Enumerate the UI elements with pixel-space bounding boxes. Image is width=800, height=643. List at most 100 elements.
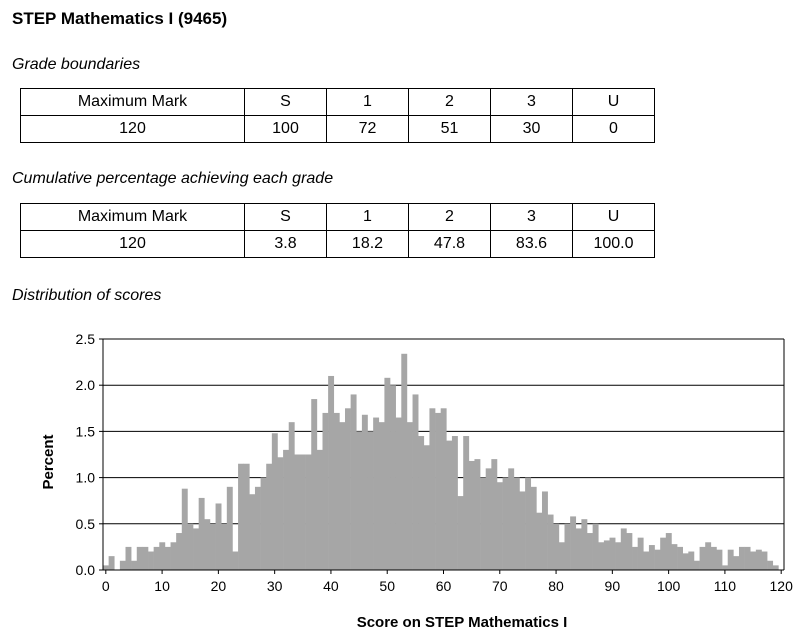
histogram-bar — [339, 422, 346, 570]
table-cell: 120 — [20, 230, 245, 258]
x-tick-label: 120 — [770, 578, 794, 594]
histogram-bar — [221, 523, 228, 570]
table-row: 120 3.8 18.2 47.8 83.6 100.0 — [20, 230, 655, 258]
histogram-bar — [390, 385, 396, 570]
histogram-bar — [660, 537, 667, 570]
histogram-bar — [277, 457, 284, 570]
header-cell: U — [572, 88, 655, 116]
histogram-bar — [243, 463, 250, 570]
histogram-bar — [209, 523, 216, 570]
histogram-bar — [474, 459, 481, 570]
chart-axes — [99, 338, 784, 574]
histogram-bar — [238, 463, 245, 570]
histogram-bar — [626, 533, 633, 570]
histogram-bar — [136, 546, 143, 570]
x-tick-labels: 0 10 20 30 40 50 60 70 80 90 100 110 120 — [102, 578, 793, 594]
histogram-bar — [232, 551, 239, 570]
histogram-bar — [682, 553, 689, 570]
histogram-bar — [164, 546, 171, 570]
histogram-bar — [508, 468, 515, 570]
y-tick-label: 1.5 — [76, 423, 96, 439]
header-cell: 1 — [326, 203, 409, 231]
histogram-bar — [446, 440, 453, 570]
histogram-bar — [733, 556, 740, 570]
histogram-bar — [677, 546, 683, 570]
table-cell: 100 — [244, 115, 327, 143]
histogram-bar — [530, 486, 537, 570]
table-cell: 30 — [490, 115, 573, 143]
grade-boundaries-heading: Grade boundaries — [12, 56, 141, 73]
histogram-bar — [153, 546, 160, 570]
histogram-bar — [249, 494, 256, 570]
header-cell: S — [244, 88, 327, 116]
y-tick-label: 0.0 — [76, 562, 96, 578]
histogram-bar — [328, 375, 335, 570]
histogram-bar — [288, 422, 295, 570]
histogram-bar — [299, 454, 306, 570]
table-cell: 72 — [326, 115, 409, 143]
histogram-bar — [367, 431, 374, 570]
histogram-bar — [502, 477, 509, 570]
histogram-bar — [491, 459, 498, 570]
histogram-bar — [305, 454, 312, 570]
histogram-bar — [356, 431, 363, 570]
histogram-bar — [451, 436, 458, 570]
histogram-bar — [254, 486, 261, 570]
histogram-bar — [513, 477, 520, 570]
histogram-bar — [710, 546, 717, 570]
histogram-bar — [587, 533, 593, 570]
grade-boundaries-table: Maximum Mark S 1 2 3 U 120 100 72 51 30 … — [20, 88, 655, 143]
header-cell: U — [572, 203, 655, 231]
histogram-bar — [181, 488, 188, 570]
histogram-bar — [204, 519, 211, 570]
histogram-bar — [226, 486, 233, 570]
histogram-bar — [575, 528, 582, 570]
table-cell: 100.0 — [572, 230, 655, 258]
histogram-bar — [378, 422, 385, 570]
table-row: 120 100 72 51 30 0 — [20, 115, 655, 143]
histogram-bar — [480, 477, 487, 570]
histogram-bar — [755, 549, 762, 570]
histogram-bar — [266, 463, 273, 570]
x-tick-label: 70 — [492, 578, 508, 594]
cumulative-table: Maximum Mark S 1 2 3 U 120 3.8 18.2 47.8… — [20, 203, 655, 258]
histogram-bar — [603, 540, 610, 570]
histogram-bar — [373, 417, 380, 570]
histogram-bar — [176, 533, 183, 570]
histogram-bar — [547, 514, 554, 570]
histogram-bar — [131, 560, 138, 570]
histogram-bar — [401, 353, 408, 570]
histogram-bar — [384, 377, 391, 570]
histogram-bar — [429, 408, 436, 570]
y-tick-label: 0.5 — [76, 516, 96, 532]
histogram-bar — [170, 542, 177, 570]
histogram-bar — [294, 454, 301, 570]
histogram-bar — [260, 477, 267, 570]
histogram-bar — [738, 546, 745, 570]
x-axis-label: Score on STEP Mathematics I — [357, 614, 568, 631]
histogram-bar — [665, 533, 672, 570]
histogram-bar — [553, 523, 560, 570]
histogram-bar — [395, 417, 402, 570]
histogram-bar — [148, 551, 154, 570]
histogram-bar — [193, 528, 199, 570]
histogram-bar — [119, 560, 126, 570]
histogram-bar — [423, 445, 430, 570]
x-tick-label: 30 — [267, 578, 283, 594]
table-header-row: Maximum Mark S 1 2 3 U — [20, 203, 655, 231]
histogram-bar — [564, 523, 571, 570]
histogram-bar — [435, 412, 441, 570]
table-cell: 47.8 — [408, 230, 491, 258]
histogram-bar — [412, 394, 419, 570]
histogram-bar — [361, 414, 368, 570]
table-cell: 83.6 — [490, 230, 573, 258]
x-tick-label: 20 — [211, 578, 227, 594]
histogram-bar — [592, 523, 599, 570]
histogram-bar — [345, 408, 351, 570]
histogram-bar — [316, 449, 323, 570]
histogram-bar — [705, 542, 712, 570]
header-cell: Maximum Mark — [20, 203, 245, 231]
histogram-bar — [648, 545, 655, 570]
histogram-bar — [485, 468, 492, 570]
histogram-bar — [108, 556, 115, 570]
